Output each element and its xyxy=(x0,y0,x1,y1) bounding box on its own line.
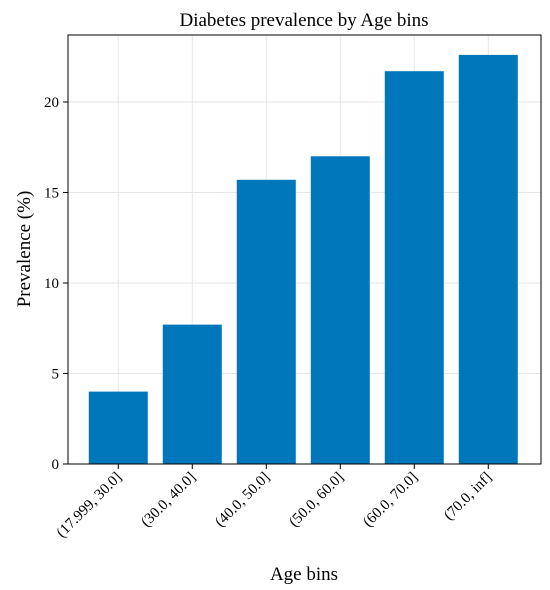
y-tick-label: 5 xyxy=(52,366,60,382)
bar-0 xyxy=(88,391,148,464)
y-tick-label: 15 xyxy=(44,185,59,201)
x-tick-label: (70.0, inf] xyxy=(441,470,495,524)
bar-1 xyxy=(162,324,222,464)
x-tick-label: (40.0, 50.0] xyxy=(212,470,273,531)
y-tick-label: 0 xyxy=(52,457,60,473)
chart-title: Diabetes prevalence by Age bins xyxy=(179,10,428,31)
bar-5 xyxy=(458,54,518,465)
plot-frame xyxy=(67,34,542,465)
x-axis-title: Age bins xyxy=(270,564,338,585)
bar-3 xyxy=(310,156,370,464)
bars xyxy=(88,54,518,465)
y-tick-label: 20 xyxy=(44,95,59,111)
x-tick-label: (50.0, 60.0] xyxy=(286,470,347,531)
y-axis-title: Prevalence (%) xyxy=(14,191,35,308)
x-tick-label: (17.999, 30.0] xyxy=(54,470,125,541)
x-axis: (17.999, 30.0] (30.0, 40.0] (40.0, 50.0] (5… xyxy=(54,464,495,541)
y-tick-label: 10 xyxy=(44,276,59,292)
x-tick-label: (30.0, 40.0] xyxy=(138,470,199,531)
x-tick-label: (60.0, 70.0] xyxy=(360,470,421,531)
bar-2 xyxy=(236,179,296,464)
y-axis: 0 5 10 15 20 xyxy=(44,95,68,473)
bar-4 xyxy=(384,71,444,465)
